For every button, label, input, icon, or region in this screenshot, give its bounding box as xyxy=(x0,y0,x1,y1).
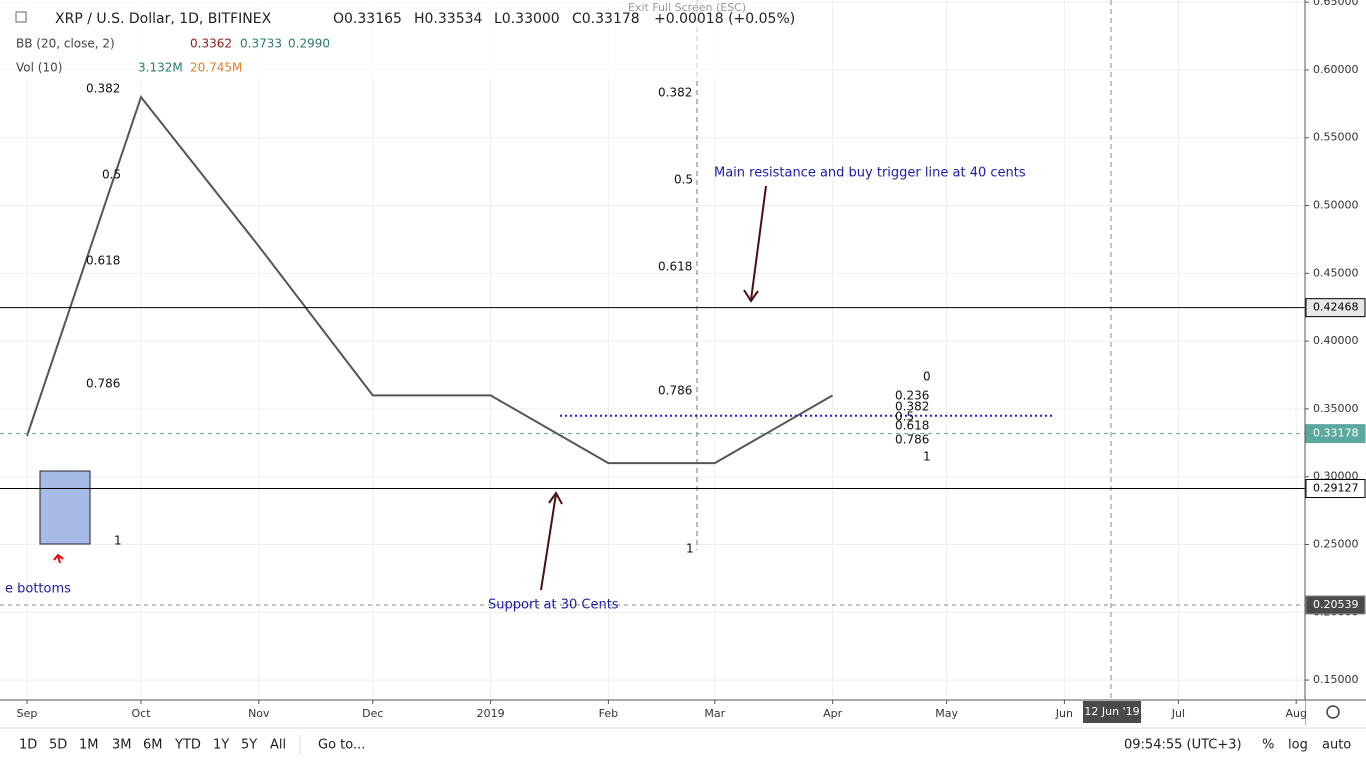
y-tick-label: 0.65000 xyxy=(1313,0,1359,8)
ohlc-open: O0.33165 xyxy=(333,11,402,27)
clock: 09:54:55 (UTC+3) xyxy=(1124,738,1242,753)
price-tag xyxy=(1305,479,1366,499)
y-tick-label: 0.40000 xyxy=(1313,334,1359,347)
y-tick-label: 0.25000 xyxy=(1313,537,1359,550)
y-tick-label: 0.45000 xyxy=(1313,266,1359,279)
fib-label: 1 xyxy=(114,534,122,548)
bb-label: BB (20, close, 2) xyxy=(16,37,115,51)
x-tick-label: Dec xyxy=(362,707,383,720)
price-tag-label: 0.42468 xyxy=(1313,301,1359,314)
range-button[interactable]: YTD xyxy=(174,738,201,753)
fib-label: 0.382 xyxy=(658,86,692,100)
fib-label: 0.382 xyxy=(895,400,929,414)
fib-label: 0.618 xyxy=(895,419,929,433)
fib-label: 0.786 xyxy=(658,384,692,398)
range-button[interactable]: 6M xyxy=(143,738,163,753)
fib-label: 0.618 xyxy=(658,260,692,274)
x-tick-label: Nov xyxy=(248,707,270,720)
x-tick-label: May xyxy=(935,707,958,720)
price-tag xyxy=(1305,424,1366,444)
settings-icon[interactable] xyxy=(1326,705,1340,719)
price-tag xyxy=(1305,595,1366,615)
fib-label: 0.618 xyxy=(86,254,120,268)
vol-label: Vol (10) xyxy=(16,61,62,75)
x-tick-label: 2019 xyxy=(477,707,505,720)
fib-label: 0.5 xyxy=(895,410,914,424)
y-tick-label: 0.50000 xyxy=(1313,199,1359,212)
annotation: e bottoms xyxy=(5,582,71,597)
log-button[interactable]: log xyxy=(1288,738,1308,753)
range-button[interactable]: 5Y xyxy=(241,738,257,753)
fib-label: 0.5 xyxy=(674,173,693,187)
y-tick-label: 0.60000 xyxy=(1313,63,1359,76)
price-tag xyxy=(1305,298,1366,318)
range-button[interactable]: 1D xyxy=(19,738,37,753)
range-button[interactable]: 1M xyxy=(79,738,99,753)
fib-label: 1 xyxy=(686,542,694,556)
ohlc-low: L0.33000 xyxy=(494,11,560,27)
arrow xyxy=(540,491,563,591)
x-tick-label: Jul xyxy=(1171,707,1185,720)
arrow xyxy=(743,185,767,303)
percent-button[interactable]: % xyxy=(1262,738,1274,753)
x-tick-label: Aug xyxy=(1285,707,1306,720)
symbol: XRP / U.S. Dollar, 1D, BITFINEX xyxy=(55,11,272,27)
fib-label: 0.786 xyxy=(895,433,929,447)
goto-button[interactable]: Go to... xyxy=(318,738,365,753)
ohlc-change: +0.00018 (+0.05%) xyxy=(654,11,795,27)
highlight-box xyxy=(39,470,91,545)
y-tick-label: 0.15000 xyxy=(1313,673,1359,686)
ohlc-high: H0.33534 xyxy=(414,11,483,27)
auto-button[interactable]: auto xyxy=(1322,738,1351,753)
x-tick-label: Feb xyxy=(599,707,618,720)
bb-upper: 0.3733 xyxy=(240,37,282,51)
marker-arrow xyxy=(53,553,64,564)
range-button[interactable]: All xyxy=(270,738,286,753)
fib-label: 0.382 xyxy=(86,82,120,96)
annotation: Main resistance and buy trigger line at … xyxy=(714,166,1026,181)
fib-label: 0 xyxy=(923,370,931,384)
header-bg xyxy=(0,0,800,80)
range-button[interactable]: 1Y xyxy=(213,738,229,753)
y-tick-label: 0.35000 xyxy=(1313,402,1359,415)
vol-ma: 20.745M xyxy=(190,61,242,75)
price-tag-label: 0.33178 xyxy=(1313,427,1359,440)
fib-label: 0.5 xyxy=(102,168,121,182)
bb-basis: 0.3362 xyxy=(190,37,232,51)
x-tick-label: Apr xyxy=(823,707,843,720)
range-button[interactable]: 5D xyxy=(49,738,67,753)
annotation: Support at 30 Cents xyxy=(488,598,619,613)
price-line xyxy=(26,95,834,465)
crosshair-date: 12 Jun '19 xyxy=(1084,705,1139,718)
y-tick-label: 0.55000 xyxy=(1313,131,1359,144)
range-button[interactable]: 3M xyxy=(112,738,132,753)
x-tick-label: Jun xyxy=(1055,707,1073,720)
price-tag-label: 0.20539 xyxy=(1313,598,1359,611)
fib-label: 0.786 xyxy=(86,377,120,391)
fib-label: 1 xyxy=(923,450,931,464)
bb-lower: 0.2990 xyxy=(288,37,330,51)
ohlc-close: C0.33178 xyxy=(572,11,640,27)
x-tick-label: Oct xyxy=(131,707,151,720)
plot: 0.3820.50.6180.78610.3820.50.6180.786100… xyxy=(0,82,1305,606)
x-tick-label: Mar xyxy=(704,707,725,720)
fib-label: 0.236 xyxy=(895,389,929,403)
icon xyxy=(15,11,27,23)
crosshair-tag xyxy=(1083,701,1141,723)
axes: 0.150000.200000.250000.300000.350000.400… xyxy=(17,0,1366,720)
x-tick-label: Sep xyxy=(17,707,38,720)
exit-fullscreen[interactable]: Exit Full Screen (ESC) xyxy=(628,1,746,14)
vol-value: 3.132M xyxy=(138,61,183,75)
price-tag-label: 0.29127 xyxy=(1313,482,1359,495)
